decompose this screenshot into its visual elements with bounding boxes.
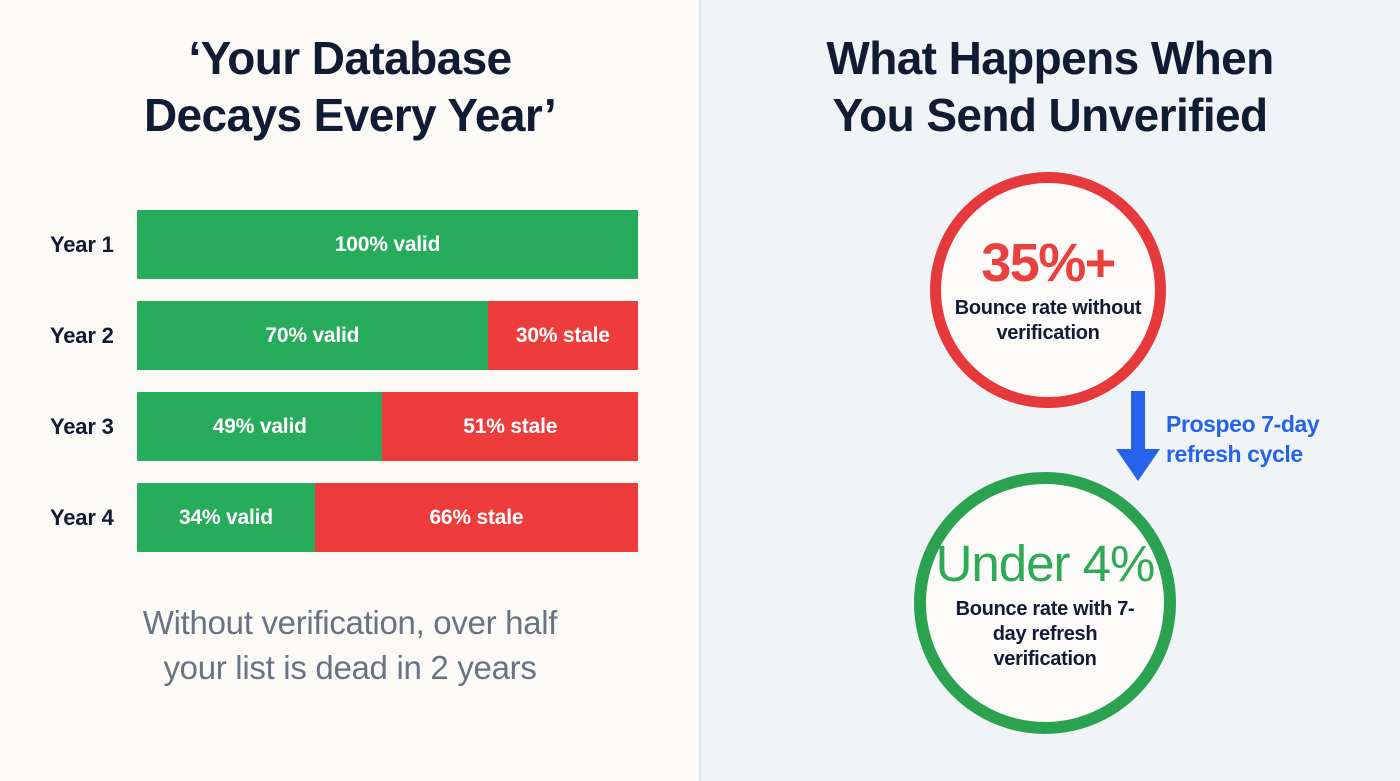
bar-row: Year 3 49% valid 51% stale bbox=[0, 392, 700, 483]
stat-circle-verified: Under 4% Bounce rate with 7-day refresh … bbox=[914, 472, 1176, 734]
bar-row-label: Year 1 bbox=[50, 232, 114, 257]
left-title-line-1: ‘Your Database bbox=[188, 32, 512, 84]
right-title-line-1: What Happens When bbox=[826, 32, 1274, 84]
bar-track: 100% valid bbox=[137, 210, 638, 279]
left-panel-title: ‘Your Database Decays Every Year’ bbox=[0, 30, 700, 144]
bar-track: 70% valid 30% stale bbox=[137, 301, 638, 370]
arrow-caption-line-1: Prospeo 7-day bbox=[1166, 411, 1320, 437]
bar-segment-stale: 66% stale bbox=[314, 483, 638, 552]
bar-segment-valid: 49% valid bbox=[137, 392, 383, 461]
bar-track: 34% valid 66% stale bbox=[137, 483, 638, 552]
arrow-down-icon bbox=[1114, 391, 1162, 487]
bar-row-label: Year 3 bbox=[50, 414, 114, 439]
bar-segment-stale: 30% stale bbox=[487, 301, 638, 370]
right-title-line-2: You Send Unverified bbox=[832, 89, 1268, 141]
left-panel-caption: Without verification, over half your lis… bbox=[0, 600, 700, 690]
bar-row-label: Year 2 bbox=[50, 323, 114, 348]
right-panel-title: What Happens When You Send Unverified bbox=[700, 30, 1400, 144]
arrow-caption-line-2: refresh cycle bbox=[1166, 441, 1303, 467]
stat-circle-unverified: 35%+ Bounce rate without verification bbox=[930, 172, 1166, 408]
stat-value-verified: Under 4% bbox=[935, 534, 1156, 592]
left-caption-line-2: your list is dead in 2 years bbox=[163, 649, 537, 686]
bar-segment-valid: 70% valid bbox=[137, 301, 488, 370]
bar-row: Year 1 100% valid bbox=[0, 210, 700, 301]
stat-value-unverified: 35%+ bbox=[981, 233, 1116, 293]
bar-row-label: Year 4 bbox=[50, 505, 114, 530]
stat-description-verified: Bounce rate with 7-day refresh verificat… bbox=[955, 597, 1135, 670]
bar-segment-valid: 34% valid bbox=[137, 483, 315, 552]
bar-segment-valid: 100% valid bbox=[137, 210, 638, 279]
stat-description-unverified: Bounce rate without verification bbox=[954, 297, 1142, 344]
bar-row: Year 2 70% valid 30% stale bbox=[0, 301, 700, 392]
bar-row: Year 4 34% valid 66% stale bbox=[0, 483, 700, 574]
right-panel: What Happens When You Send Unverified 35… bbox=[700, 0, 1400, 781]
panel-divider bbox=[699, 0, 701, 781]
arrow-caption: Prospeo 7-day refresh cycle bbox=[1166, 409, 1396, 469]
bar-segment-stale: 51% stale bbox=[382, 392, 638, 461]
left-title-line-2: Decays Every Year’ bbox=[143, 89, 557, 141]
decay-bar-chart: Year 1 100% valid Year 2 70% valid 30% s… bbox=[0, 210, 700, 574]
left-caption-line-1: Without verification, over half bbox=[142, 604, 558, 641]
bar-track: 49% valid 51% stale bbox=[137, 392, 638, 461]
left-panel: ‘Your Database Decays Every Year’ Year 1… bbox=[0, 30, 700, 690]
